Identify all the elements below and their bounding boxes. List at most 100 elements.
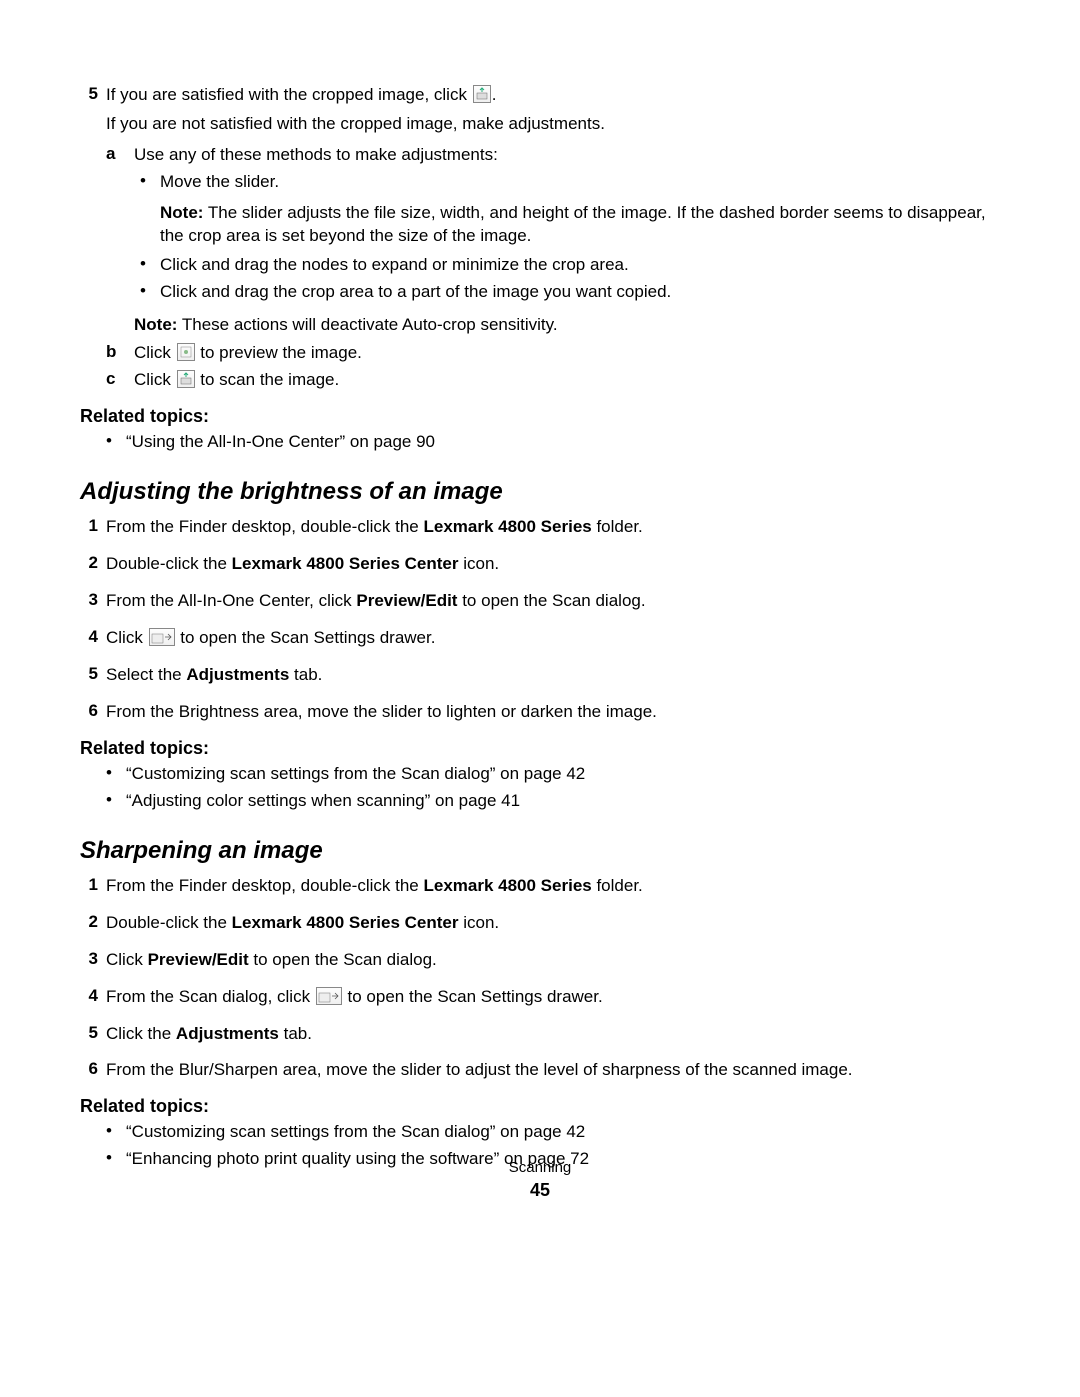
step-number: 6 xyxy=(80,701,106,721)
bullet-glyph: • xyxy=(140,254,160,274)
step-number: 5 xyxy=(80,664,106,684)
text: icon. xyxy=(458,913,499,932)
step-item: 2Double-click the Lexmark 4800 Series Ce… xyxy=(80,912,1000,935)
step-number: 1 xyxy=(80,516,106,536)
text: to open the Scan dialog. xyxy=(457,591,645,610)
step-text: From the Brightness area, move the slide… xyxy=(106,701,1000,724)
drawer-icon xyxy=(316,987,342,1005)
step-number: 1 xyxy=(80,875,106,895)
step-number: 4 xyxy=(80,986,106,1006)
scan-icon xyxy=(177,370,195,388)
step-number: 4 xyxy=(80,627,106,647)
drawer-icon xyxy=(149,628,175,646)
step-item: 5Click the Adjustments tab. xyxy=(80,1023,1000,1046)
text: Use any of these methods to make adjustm… xyxy=(134,144,1000,167)
text: From the Scan dialog, click xyxy=(106,987,315,1006)
step-number: 3 xyxy=(80,590,106,610)
document-page: 5 If you are satisfied with the cropped … xyxy=(0,0,1080,1397)
text: Double-click the xyxy=(106,554,232,573)
text: Select the xyxy=(106,665,186,684)
text: tab. xyxy=(289,665,322,684)
bold-text: Preview/Edit xyxy=(356,591,457,610)
section1-steps: 1From the Finder desktop, double-click t… xyxy=(80,516,1000,724)
related-text: “Customizing scan settings from the Scan… xyxy=(126,1121,1000,1144)
text: icon. xyxy=(458,554,499,573)
step-item: 3Click Preview/Edit to open the Scan dia… xyxy=(80,949,1000,972)
text: Click xyxy=(106,628,148,647)
step-item: 1From the Finder desktop, double-click t… xyxy=(80,516,1000,539)
step-text: If you are satisfied with the cropped im… xyxy=(106,84,1000,107)
step-number: 5 xyxy=(80,84,106,104)
text: If you are satisfied with the cropped im… xyxy=(106,85,472,104)
text: Click xyxy=(134,343,176,362)
text: folder. xyxy=(592,876,643,895)
step-item: 2Double-click the Lexmark 4800 Series Ce… xyxy=(80,553,1000,576)
step-text: From the Blur/Sharpen area, move the sli… xyxy=(106,1059,1000,1082)
bullet-text: Click and drag the crop area to a part o… xyxy=(160,281,1000,304)
letter: c xyxy=(106,369,134,389)
note-text: These actions will deactivate Auto-crop … xyxy=(177,315,557,334)
step-text: From the Scan dialog, click to open the … xyxy=(106,986,1000,1009)
bullet-text: Move the slider. xyxy=(160,171,1000,194)
text: to open the Scan dialog. xyxy=(249,950,437,969)
text: . xyxy=(492,85,497,104)
note-1: Note: The slider adjusts the file size, … xyxy=(160,202,1000,248)
step-text: From the Finder desktop, double-click th… xyxy=(106,875,1000,898)
related-text: “Customizing scan settings from the Scan… xyxy=(126,763,1000,786)
related-item: • “Customizing scan settings from the Sc… xyxy=(106,763,1000,786)
step-item: 1From the Finder desktop, double-click t… xyxy=(80,875,1000,898)
step-item: 6From the Brightness area, move the slid… xyxy=(80,701,1000,724)
step-number: 6 xyxy=(80,1059,106,1079)
related-topics-heading: Related topics: xyxy=(80,406,1000,427)
step-text: Select the Adjustments tab. xyxy=(106,664,1000,687)
related-text: “Adjusting color settings when scanning”… xyxy=(126,790,1000,813)
bullet-glyph: • xyxy=(140,171,160,191)
step-text: Double-click the Lexmark 4800 Series Cen… xyxy=(106,912,1000,935)
text: folder. xyxy=(592,517,643,536)
related-item: • “Using the All-In-One Center” on page … xyxy=(106,431,1000,454)
step-item: 4From the Scan dialog, click to open the… xyxy=(80,986,1000,1009)
preview-icon xyxy=(177,343,195,361)
note-label: Note: xyxy=(134,315,177,334)
step-text: Click Preview/Edit to open the Scan dial… xyxy=(106,949,1000,972)
bullet-item: • Click and drag the crop area to a part… xyxy=(140,281,1000,304)
section-heading-sharpening: Sharpening an image xyxy=(80,837,1000,865)
step-text: Click to open the Scan Settings drawer. xyxy=(106,627,1000,650)
related-item: • “Customizing scan settings from the Sc… xyxy=(106,1121,1000,1144)
step-number: 5 xyxy=(80,1023,106,1043)
footer-page-number: 45 xyxy=(0,1180,1080,1201)
related-topics-heading: Related topics: xyxy=(80,738,1000,759)
step-number: 3 xyxy=(80,949,106,969)
step-text: Double-click the Lexmark 4800 Series Cen… xyxy=(106,553,1000,576)
bullet-glyph: • xyxy=(106,431,126,451)
bold-text: Lexmark 4800 Series xyxy=(423,517,591,536)
bullet-item: • Move the slider. xyxy=(140,171,1000,194)
text: From the Finder desktop, double-click th… xyxy=(106,517,423,536)
bullet-text: Click and drag the nodes to expand or mi… xyxy=(160,254,1000,277)
text: to scan the image. xyxy=(196,370,340,389)
bold-text: Lexmark 4800 Series xyxy=(423,876,591,895)
scan-icon xyxy=(473,85,491,103)
bold-text: Adjustments xyxy=(176,1024,279,1043)
step-text: From the Finder desktop, double-click th… xyxy=(106,516,1000,539)
step-number: 2 xyxy=(80,912,106,932)
text: Click to scan the image. xyxy=(134,369,1000,392)
section2-steps: 1From the Finder desktop, double-click t… xyxy=(80,875,1000,1083)
text: Click the xyxy=(106,1024,176,1043)
bullet-glyph: • xyxy=(140,281,160,301)
text: to open the Scan Settings drawer. xyxy=(343,987,603,1006)
text: From the Finder desktop, double-click th… xyxy=(106,876,423,895)
bullet-glyph: • xyxy=(106,790,126,810)
step-5-sub: If you are not satisfied with the croppe… xyxy=(106,113,1000,136)
related-topics-heading: Related topics: xyxy=(80,1096,1000,1117)
step-5: 5 If you are satisfied with the cropped … xyxy=(80,84,1000,107)
text: From the Brightness area, move the slide… xyxy=(106,702,657,721)
text: Click xyxy=(106,950,148,969)
substep-b: b Click to preview the image. xyxy=(106,342,1000,365)
section-heading-brightness: Adjusting the brightness of an image xyxy=(80,478,1000,506)
text: Double-click the xyxy=(106,913,232,932)
substep-a: a Use any of these methods to make adjus… xyxy=(106,144,1000,167)
step-item: 5Select the Adjustments tab. xyxy=(80,664,1000,687)
step-item: 6From the Blur/Sharpen area, move the sl… xyxy=(80,1059,1000,1082)
letter: a xyxy=(106,144,134,164)
